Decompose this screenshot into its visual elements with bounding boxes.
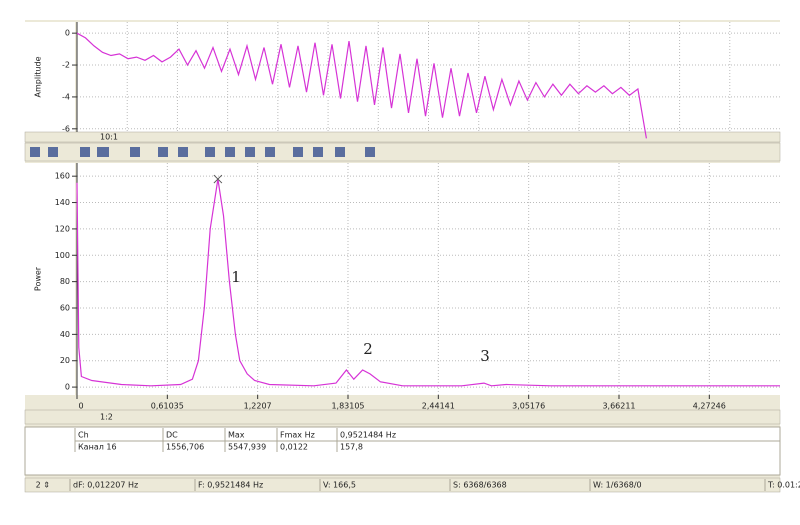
table-cell: 157,8 bbox=[340, 443, 363, 452]
table-cell: 0,0122 bbox=[280, 443, 308, 452]
y-tick-label: 100 bbox=[55, 251, 70, 260]
table-bg bbox=[24, 426, 781, 476]
table-header: 0,9521484 Hz bbox=[340, 431, 396, 440]
y-tick-label: 60 bbox=[60, 304, 70, 313]
bottom-plot-bg bbox=[77, 163, 780, 395]
bottom-scrollbar[interactable] bbox=[24, 409, 781, 425]
y-tick-label: -2 bbox=[62, 61, 70, 70]
signal-line bbox=[76, 179, 780, 387]
x-tick-label: 0,61035 bbox=[151, 402, 184, 411]
y-tick-label: 40 bbox=[60, 330, 70, 339]
y-tick-label: -6 bbox=[62, 124, 70, 133]
y-tick-label: 80 bbox=[60, 277, 70, 286]
y-tick-label: -4 bbox=[62, 92, 70, 101]
status-item: T: 0.01:21 bbox=[767, 481, 800, 490]
status-item: V: 166,5 bbox=[323, 481, 356, 490]
y-tick-label: 160 bbox=[55, 172, 70, 181]
peak-marker bbox=[213, 174, 223, 184]
table-header: Max bbox=[228, 431, 245, 440]
status-item: 2 ⇕ bbox=[36, 481, 50, 490]
table-cell: 5547,939 bbox=[228, 443, 266, 452]
y-tick-label: 0 bbox=[65, 29, 70, 38]
table-header: DC bbox=[166, 431, 178, 440]
status-bar bbox=[24, 477, 781, 493]
toolbar-icons[interactable] bbox=[30, 147, 375, 157]
table-header: Fmax Hz bbox=[280, 431, 315, 440]
peak-annotation: 3 bbox=[480, 347, 490, 365]
bottom-axis-bg bbox=[25, 163, 75, 395]
x-tick-label: 0 bbox=[78, 402, 83, 411]
status-item: S: 6368/6368 bbox=[453, 481, 507, 490]
x-tick-label: 1,2207 bbox=[244, 402, 272, 411]
peak-annotation: 2 bbox=[363, 340, 373, 358]
peak-annotation: 1 bbox=[231, 268, 241, 286]
x-tick-label: 3,66211 bbox=[602, 402, 635, 411]
status-item: dF: 0,012207 Hz bbox=[73, 481, 138, 490]
y-axis-label: Power bbox=[34, 266, 43, 291]
x-tick-label: 4,27246 bbox=[693, 402, 726, 411]
x-tick-label: 1,83105 bbox=[331, 402, 364, 411]
y-tick-label: 20 bbox=[60, 356, 70, 365]
status-item: W: 1/6368/0 bbox=[593, 481, 642, 490]
y-axis-label: Amplitude bbox=[34, 56, 43, 97]
table-header: Ch bbox=[78, 431, 89, 440]
table-cell: 1556,706 bbox=[166, 443, 204, 452]
y-tick-label: 120 bbox=[55, 224, 70, 233]
zoom-label: 1:2 bbox=[100, 413, 113, 422]
y-tick-label: 0 bbox=[65, 383, 70, 392]
y-tick-label: 140 bbox=[55, 198, 70, 207]
zoom-label: 10:1 bbox=[100, 133, 118, 142]
table-cell: Канал 16 bbox=[78, 443, 117, 452]
top-axis-bg bbox=[25, 22, 75, 132]
x-tick-label: 3,05176 bbox=[512, 402, 545, 411]
top-scrollbar[interactable] bbox=[24, 131, 781, 143]
signal-line bbox=[76, 32, 647, 139]
x-tick-label: 2,44141 bbox=[422, 402, 455, 411]
status-item: F: 0,9521484 Hz bbox=[198, 481, 263, 490]
